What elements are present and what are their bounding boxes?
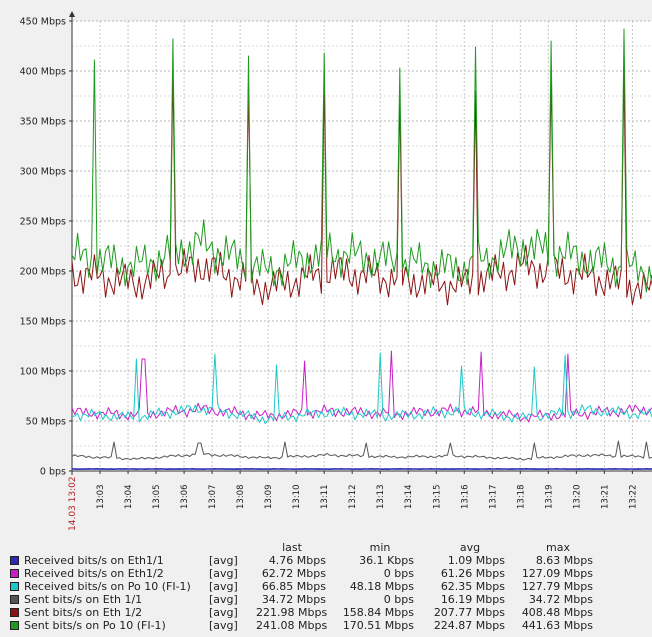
x-tick-label: 13:04 (124, 485, 134, 510)
legend-avg: 61.26 Mbps (440, 567, 505, 580)
x-tick-label: 13:16 (460, 485, 470, 510)
legend-func: [avg] (209, 593, 238, 606)
legend-last: 221.98 Mbps (256, 606, 328, 619)
legend-row: Sent bits/s on Po 10 (FI-1) [avg] 241.08 M… (0, 619, 652, 632)
x-tick-label: 13:13 (376, 485, 386, 510)
x-tick-label: 13:09 (264, 485, 274, 510)
legend-min: 0 bps (383, 567, 414, 580)
legend-max: 127.09 Mbps (521, 567, 593, 580)
legend-row: Received bits/s on Eth1/2 [avg] 62.72 Mbps… (0, 567, 652, 580)
x-tick-label: 13:15 (432, 485, 442, 510)
x-tick-label: 13:03 (96, 485, 106, 510)
legend-max: 34.72 Mbps (528, 593, 593, 606)
x-tick-label: 13:14 (404, 485, 414, 510)
legend-series-name: Sent bits/s on Po 10 (FI-1) (24, 619, 166, 632)
series-line-received-bits-s-on-eth1-2 (71, 350, 652, 423)
x-tick-label: 13:08 (236, 485, 246, 510)
legend-row: Received bits/s on Po 10 (FI-1) [avg] 66.8… (0, 580, 652, 593)
legend-last: 34.72 Mbps (261, 593, 326, 606)
legend-max: 408.48 Mbps (521, 606, 593, 619)
x-start-label: 14.03 13:02 (68, 476, 78, 531)
x-tick-label: 13:19 (544, 485, 554, 510)
legend-series-name: Received bits/s on Eth1/2 (24, 567, 164, 580)
y-tick-label: 0 bps (40, 467, 66, 478)
legend-series-name: Received bits/s on Eth1/1 (24, 554, 164, 567)
legend-last: 66.85 Mbps (261, 580, 326, 593)
legend-avg: 224.87 Mbps (433, 619, 505, 632)
y-tick-label: 250 Mbps (20, 217, 66, 228)
legend-rows: Received bits/s on Eth1/1 [avg] 4.76 Mbps 3… (0, 554, 652, 632)
legend-series-name: Sent bits/s on Eth 1/2 (24, 606, 143, 619)
legend-swatch (10, 556, 19, 565)
x-tick-label: 13:20 (572, 485, 582, 510)
x-tick-label: 13:10 (292, 485, 302, 510)
x-tick-label: 13:21 (600, 485, 610, 510)
legend-series-name: Sent bits/s on Eth 1/1 (24, 593, 143, 606)
y-tick-label: 300 Mbps (20, 167, 66, 178)
legend-last: 62.72 Mbps (261, 567, 326, 580)
legend-func: [avg] (209, 554, 238, 567)
legend-max: 441.63 Mbps (521, 619, 593, 632)
legend-max: 127.79 Mbps (521, 580, 593, 593)
legend-func: [avg] (209, 567, 238, 580)
legend-swatch (10, 569, 19, 578)
x-tick-label: 13:07 (208, 485, 218, 510)
legend-func: [avg] (209, 580, 238, 593)
chart-svg: 0 bps 50 Mbps 100 Mbps 150 Mbps 200 Mbps 250 … (20, 11, 652, 531)
legend-row: Sent bits/s on Eth 1/2 [avg] 221.98 Mbps 15… (0, 606, 652, 619)
legend-min: 48.18 Mbps (349, 580, 414, 593)
legend-min: 158.84 Mbps (342, 606, 414, 619)
legend-row: Received bits/s on Eth1/1 [avg] 4.76 Mbps 3… (0, 554, 652, 567)
x-tick-label: 13:22 (628, 485, 638, 510)
legend-func: [avg] (209, 606, 238, 619)
legend-swatch (10, 582, 19, 591)
legend-func: [avg] (209, 619, 238, 632)
legend-avg: 62.35 Mbps (440, 580, 505, 593)
legend-last: 241.08 Mbps (256, 619, 328, 632)
y-tick-label: 50 Mbps (26, 417, 66, 428)
series-line-sent-bits-s-on-po-10-fi-1 (71, 28, 652, 293)
legend-avg: 1.09 Mbps (447, 554, 505, 567)
legend-swatch (10, 621, 19, 630)
y-tick-label: 100 Mbps (20, 367, 66, 378)
x-tick-label: 13:18 (516, 485, 526, 510)
legend-min: 36.1 Kbps (359, 554, 414, 567)
legend-max: 8.63 Mbps (535, 554, 593, 567)
legend-last: 4.76 Mbps (268, 554, 326, 567)
y-tick-label: 400 Mbps (20, 67, 66, 78)
traffic-chart: 0 bps 50 Mbps 100 Mbps 150 Mbps 200 Mbps 250 … (20, 11, 652, 531)
legend-header: last min avg max (0, 541, 652, 554)
legend-min: 0 bps (383, 593, 414, 606)
legend-header-last: last (282, 541, 302, 554)
series-line-received-bits-s-on-po-10-fi-1 (71, 352, 652, 425)
legend-swatch (10, 608, 19, 617)
y-tick-label: 200 Mbps (20, 267, 66, 278)
series-line-sent-bits-s-on-eth-1-2 (71, 70, 652, 306)
y-axis-arrow (69, 11, 75, 17)
x-tick-label: 13:06 (180, 485, 190, 510)
x-tick-label: 13:05 (152, 485, 162, 510)
x-tick-label: 13:12 (348, 485, 358, 510)
legend-swatch (10, 595, 19, 604)
legend-header-avg: avg (459, 541, 481, 554)
x-tick-label: 13:17 (488, 485, 498, 510)
legend-series-name: Received bits/s on Po 10 (FI-1) (24, 580, 191, 593)
legend-header-max: max (546, 541, 570, 554)
series-line-sent-bits-s-on-eth-1-1 (71, 440, 652, 461)
x-tick-label: 13:11 (320, 485, 330, 510)
chart-legend: last min avg max Received bits/s on Eth1… (0, 541, 652, 632)
y-tick-label: 150 Mbps (20, 317, 66, 328)
legend-min: 170.51 Mbps (342, 619, 414, 632)
legend-avg: 207.77 Mbps (433, 606, 505, 619)
legend-header-min: min (369, 541, 391, 554)
legend-row: Sent bits/s on Eth 1/1 [avg] 34.72 Mbps 0 b… (0, 593, 652, 606)
legend-avg: 16.19 Mbps (440, 593, 505, 606)
y-tick-label: 350 Mbps (20, 117, 66, 128)
y-tick-label: 450 Mbps (20, 17, 66, 28)
